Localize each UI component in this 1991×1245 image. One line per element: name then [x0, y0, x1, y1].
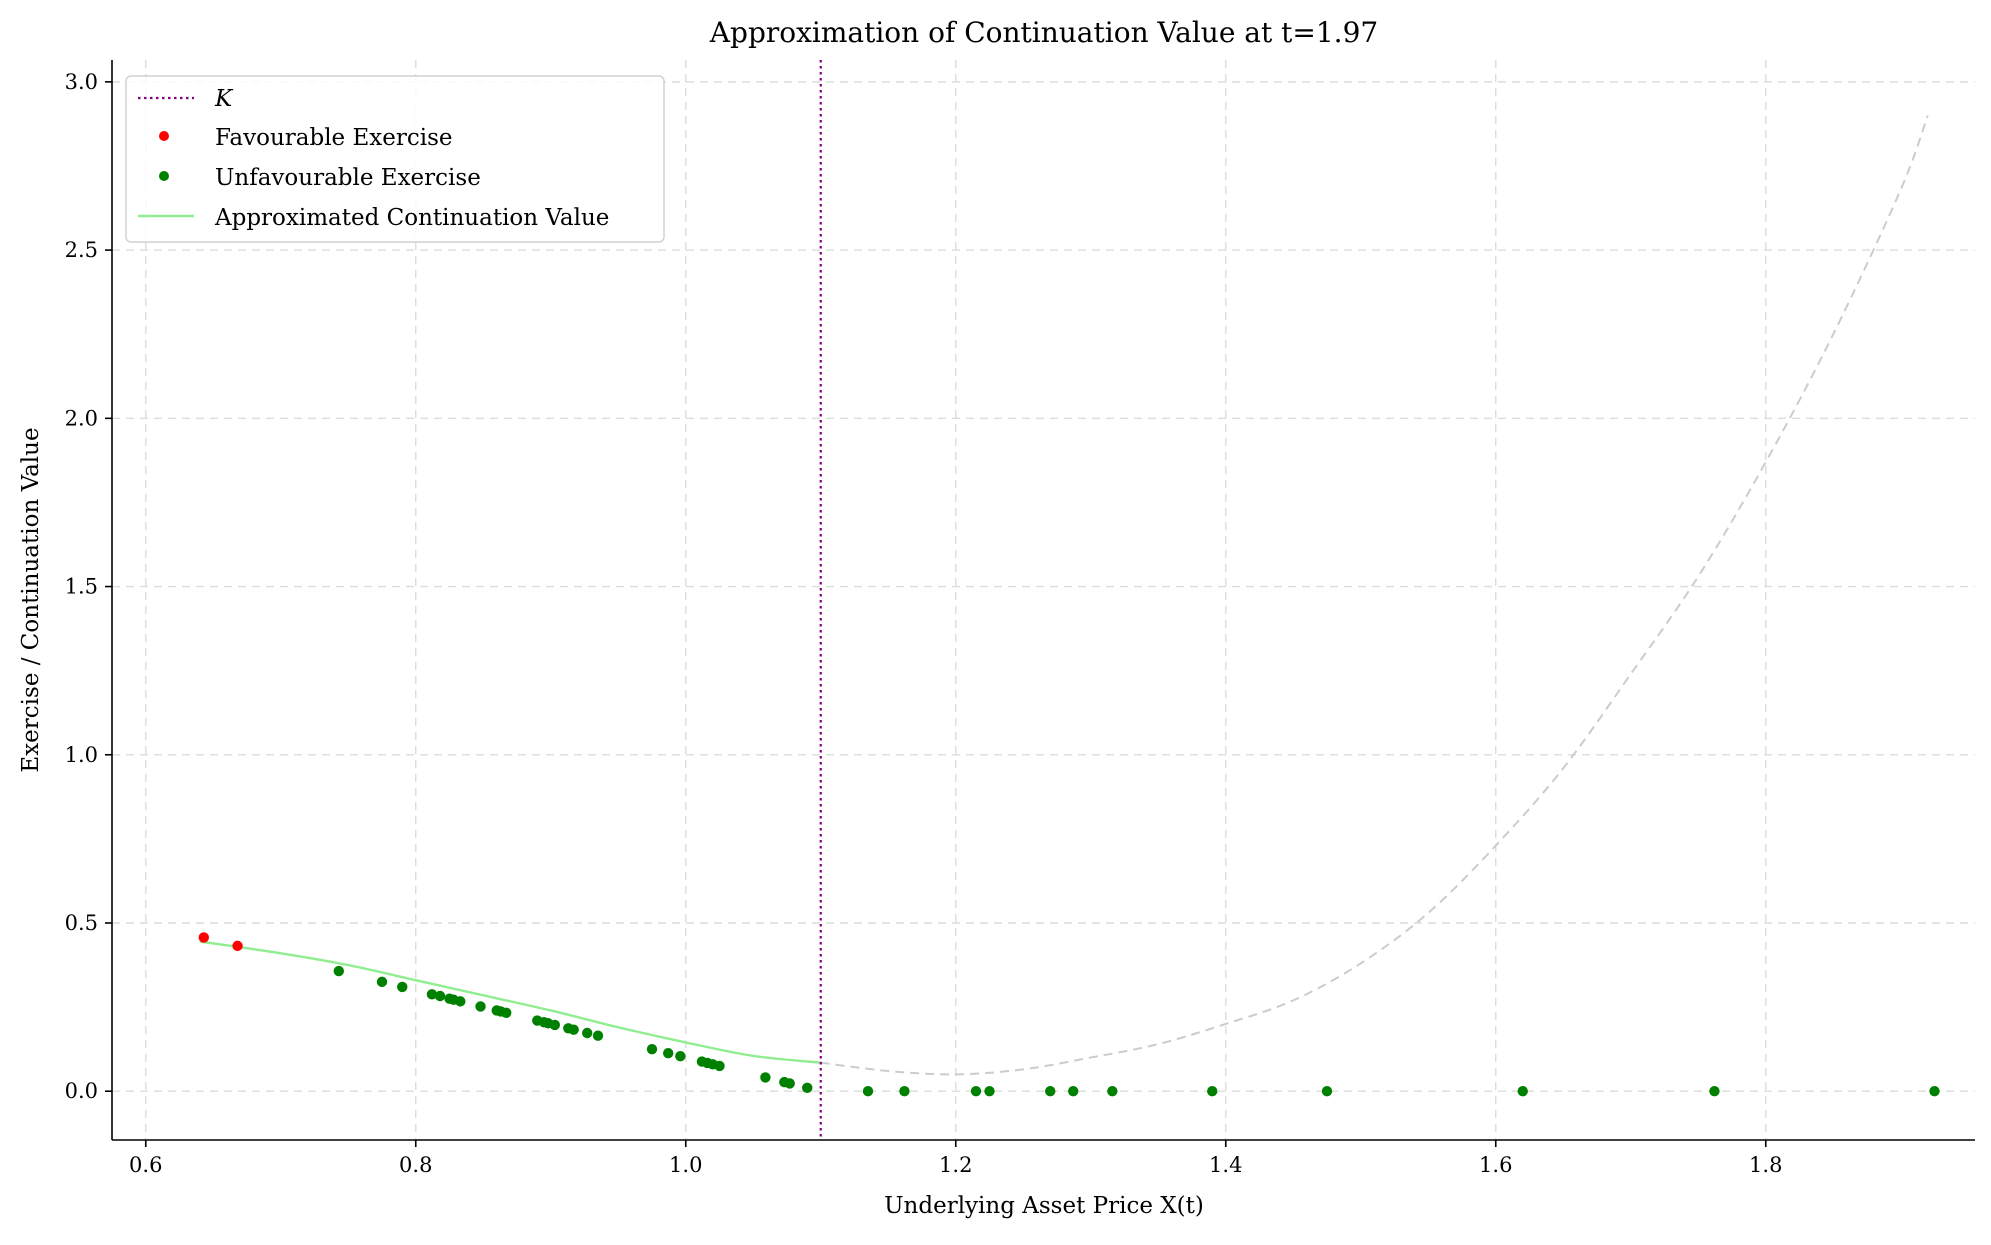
y-tick-label: 1.5 [65, 575, 98, 599]
x-tick-label: 1.8 [1749, 1153, 1782, 1177]
unfavourable-point [1709, 1086, 1720, 1097]
unfavourable-point [646, 1043, 658, 1055]
favourable-point [198, 932, 209, 943]
unfavourable-point [984, 1086, 995, 1097]
x-tick-label: 0.8 [399, 1153, 432, 1177]
unfavourable-point [1068, 1086, 1079, 1097]
legend-favourable-label: Favourable Exercise [215, 125, 453, 151]
legend: K Favourable Exercise Unfavourable Exerc… [125, 75, 665, 243]
favourable-point [232, 940, 243, 952]
unfavourable-point [434, 990, 446, 1002]
unfavourable-point [1107, 1086, 1118, 1097]
unfavourable-point [582, 1027, 593, 1039]
y-tick-label: 0.5 [65, 911, 98, 935]
y-tick-label: 0.0 [65, 1079, 98, 1103]
x-tick-label: 1.4 [1209, 1153, 1242, 1177]
y-tick-label: 1.0 [65, 743, 98, 767]
unfavourable-point [714, 1060, 725, 1072]
unfavourable-point [592, 1030, 604, 1041]
unfavourable-point [970, 1086, 982, 1097]
unfavourable-point [802, 1082, 813, 1094]
curves [199, 60, 1929, 1140]
unfavourable-point [549, 1019, 560, 1031]
unfavourable-point [1045, 1086, 1056, 1097]
chart-title: Approximation of Continuation Value at t… [709, 16, 1378, 49]
unfavourable-point [862, 1086, 874, 1097]
extrapolated-continuation-curve [820, 115, 1929, 1076]
unfavourable-point [784, 1078, 795, 1089]
unfavourable-point [675, 1051, 686, 1062]
x-tick-label: 1.2 [939, 1153, 972, 1177]
legend-unfavourable-swatch [159, 171, 169, 181]
unfavourable-point [501, 1007, 512, 1019]
unfavourable-point [568, 1024, 579, 1035]
x-axis-label: Underlying Asset Price X(t) [884, 1193, 1204, 1219]
unfavourable-point [475, 1001, 486, 1012]
x-tick-label: 1.0 [669, 1153, 702, 1177]
y-tick-label: 3.0 [65, 70, 98, 94]
unfavourable-point [333, 965, 344, 977]
unfavourable-point [1517, 1086, 1528, 1097]
y-tick-label: 2.5 [65, 238, 98, 262]
scatter-points [198, 932, 1940, 1097]
unfavourable-point [760, 1072, 771, 1083]
unfavourable-point [426, 989, 438, 1000]
x-tick-label: 1.6 [1479, 1153, 1512, 1177]
unfavourable-point [899, 1086, 910, 1097]
legend-favourable-swatch [159, 131, 169, 141]
unfavourable-point [455, 996, 466, 1007]
y-tick-label: 2.0 [65, 406, 98, 430]
legend-box [125, 75, 665, 243]
unfavourable-point [663, 1048, 674, 1059]
legend-unfavourable-label: Unfavourable Exercise [215, 165, 481, 191]
axis-ticks: 0.6 0.8 1.0 1.2 1.4 1.6 1.8 0.0 0.5 1.0 1.5 2.0 2.5 3… [65, 70, 1783, 1177]
axes [111, 60, 1975, 1141]
legend-continuation-label: Approximated Continuation Value [214, 205, 609, 231]
approximated-continuation-curve [199, 940, 821, 1064]
unfavourable-point [1321, 1086, 1333, 1097]
unfavourable-point [1207, 1086, 1218, 1097]
x-tick-label: 0.6 [129, 1153, 162, 1177]
unfavourable-point [376, 976, 388, 988]
unfavourable-point [397, 981, 408, 993]
legend-strike-label: K [214, 86, 234, 112]
y-axis-label: Exercise / Continuation Value [18, 427, 44, 772]
unfavourable-point [1929, 1086, 1940, 1097]
